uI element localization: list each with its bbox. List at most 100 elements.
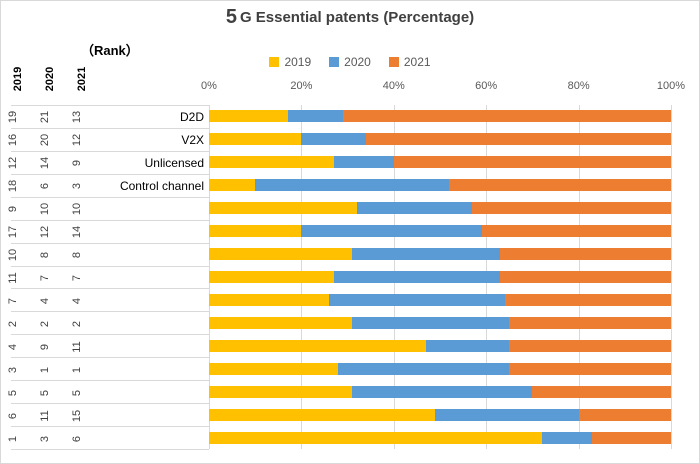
bar-segment-2020 bbox=[352, 385, 533, 398]
rank-table-row-5: 9 10 10 bbox=[7, 198, 209, 221]
rank-value-2020: 4 bbox=[39, 297, 51, 304]
bar-segment-2020 bbox=[356, 202, 473, 215]
rank-caption-label: （Rank） bbox=[81, 43, 139, 58]
bar-segment-2021 bbox=[449, 179, 671, 192]
bar-segment-2019 bbox=[209, 431, 542, 444]
bar-row-7 bbox=[209, 248, 671, 261]
bar-row-4 bbox=[209, 179, 671, 192]
rank-value-2019: 17 bbox=[7, 225, 19, 239]
bar-segment-2021 bbox=[342, 110, 671, 123]
bar-row-6 bbox=[209, 225, 671, 238]
category-label: V2X bbox=[181, 132, 204, 147]
legend-swatch-2019 bbox=[269, 57, 280, 67]
rank-value-2020: 5 bbox=[39, 389, 51, 396]
bar-segment-2020 bbox=[541, 431, 593, 444]
legend-swatch-2020 bbox=[329, 57, 340, 67]
bar-segment-2019 bbox=[209, 248, 353, 261]
bar-segment-2019 bbox=[209, 316, 353, 329]
legend-label-2021: 2021 bbox=[403, 55, 431, 69]
rank-table-row-11: 4 9 11 bbox=[7, 335, 209, 359]
bar-segment-2019 bbox=[209, 156, 334, 169]
rank-table-row-9: 7 4 4 bbox=[7, 289, 209, 313]
category-label: Unlicensed bbox=[144, 155, 204, 170]
bar-row-5 bbox=[209, 202, 671, 215]
rank-value-2020: 3 bbox=[39, 435, 51, 442]
rank-value-2021: 8 bbox=[71, 251, 83, 259]
bar-segment-2019 bbox=[209, 179, 256, 192]
rank-value-2021: 10 bbox=[71, 203, 83, 216]
bar-segment-2019 bbox=[209, 225, 302, 238]
bar-segment-2020 bbox=[352, 316, 510, 329]
rank-value-2019: 16 bbox=[7, 134, 19, 147]
bar-segment-2020 bbox=[333, 156, 394, 169]
bar-row-3 bbox=[209, 156, 671, 169]
rank-value-2021: 11 bbox=[71, 341, 83, 353]
rank-value-2019: 9 bbox=[7, 206, 19, 213]
x-axis-tick-40: 40% bbox=[382, 80, 405, 92]
bar-segment-2020 bbox=[255, 179, 450, 192]
chart-legend: 2019 2020 2021 bbox=[1, 55, 699, 69]
bar-segment-2021 bbox=[592, 431, 671, 444]
bar-segment-2020 bbox=[338, 362, 510, 375]
bar-row-11 bbox=[209, 339, 671, 352]
bar-segment-2019 bbox=[209, 271, 334, 283]
rank-value-2020: 21 bbox=[39, 111, 51, 124]
rank-value-2020: 12 bbox=[39, 225, 51, 239]
rank-value-2019: 11 bbox=[7, 272, 19, 284]
rank-value-2019: 2 bbox=[7, 320, 19, 327]
bar-row-13 bbox=[209, 385, 671, 398]
bar-segment-2021 bbox=[366, 133, 671, 146]
bar-row-8 bbox=[209, 271, 671, 283]
rank-value-2020: 2 bbox=[39, 320, 51, 327]
rank-value-2020: 20 bbox=[39, 134, 51, 147]
bar-segment-2021 bbox=[500, 271, 671, 283]
rank-table-row-10: 2 2 2 bbox=[7, 312, 209, 336]
rank-value-2020: 10 bbox=[39, 203, 51, 216]
rank-value-2021: 15 bbox=[71, 409, 83, 422]
rank-table-row-3: 12 14 9 Unlicensed bbox=[7, 152, 209, 175]
legend-item-2020: 2020 bbox=[329, 55, 371, 69]
legend-label-2019: 2019 bbox=[284, 55, 312, 69]
x-axis-tick-60: 60% bbox=[475, 80, 498, 92]
rank-table-row-4: 18 6 3 Control channel bbox=[7, 175, 209, 198]
rank-value-2020: 8 bbox=[39, 251, 51, 259]
rank-value-2019: 19 bbox=[7, 111, 19, 124]
bar-segment-2021 bbox=[509, 316, 671, 329]
rank-value-2020: 7 bbox=[39, 274, 51, 282]
bar-row-15 bbox=[209, 431, 671, 444]
bar-segment-2020 bbox=[329, 293, 505, 306]
rank-value-2021: 4 bbox=[71, 297, 83, 304]
rank-value-2020: 11 bbox=[39, 409, 51, 422]
rank-value-2021: 1 bbox=[71, 366, 83, 373]
rank-value-2021: 6 bbox=[71, 435, 83, 442]
bar-segment-2021 bbox=[481, 225, 671, 238]
rank-table-row-13: 5 5 5 bbox=[7, 381, 209, 405]
bar-segment-2020 bbox=[287, 110, 343, 123]
bar-segment-2021 bbox=[504, 293, 671, 306]
plot-area bbox=[209, 105, 672, 449]
legend-item-2019: 2019 bbox=[269, 55, 311, 69]
rank-value-2020: 6 bbox=[39, 183, 51, 190]
rank-value-2019: 1 bbox=[7, 435, 19, 442]
bar-segment-2019 bbox=[209, 202, 357, 215]
rank-table-row-15: 1 3 6 bbox=[7, 427, 209, 450]
rank-table-row-7: 10 8 8 bbox=[7, 244, 209, 267]
bar-row-1 bbox=[209, 110, 671, 123]
rank-value-2021: 14 bbox=[71, 225, 83, 239]
bar-segment-2019 bbox=[209, 293, 330, 306]
bar-segment-2021 bbox=[509, 339, 671, 352]
bar-segment-2020 bbox=[426, 339, 510, 352]
category-label: D2D bbox=[179, 110, 204, 124]
rank-value-2021: 12 bbox=[71, 134, 83, 147]
rank-value-2020: 9 bbox=[39, 343, 51, 350]
bar-row-10 bbox=[209, 316, 671, 329]
rank-value-2021: 7 bbox=[71, 274, 83, 282]
bar-segment-2020 bbox=[435, 408, 579, 421]
legend-label-2020: 2020 bbox=[344, 55, 371, 69]
legend-item-2021: 2021 bbox=[388, 55, 431, 69]
rank-table-row-14: 6 11 15 bbox=[7, 404, 209, 428]
bar-row-12 bbox=[209, 362, 671, 375]
rank-value-2019: 7 bbox=[7, 297, 19, 304]
bar-row-14 bbox=[209, 408, 671, 421]
